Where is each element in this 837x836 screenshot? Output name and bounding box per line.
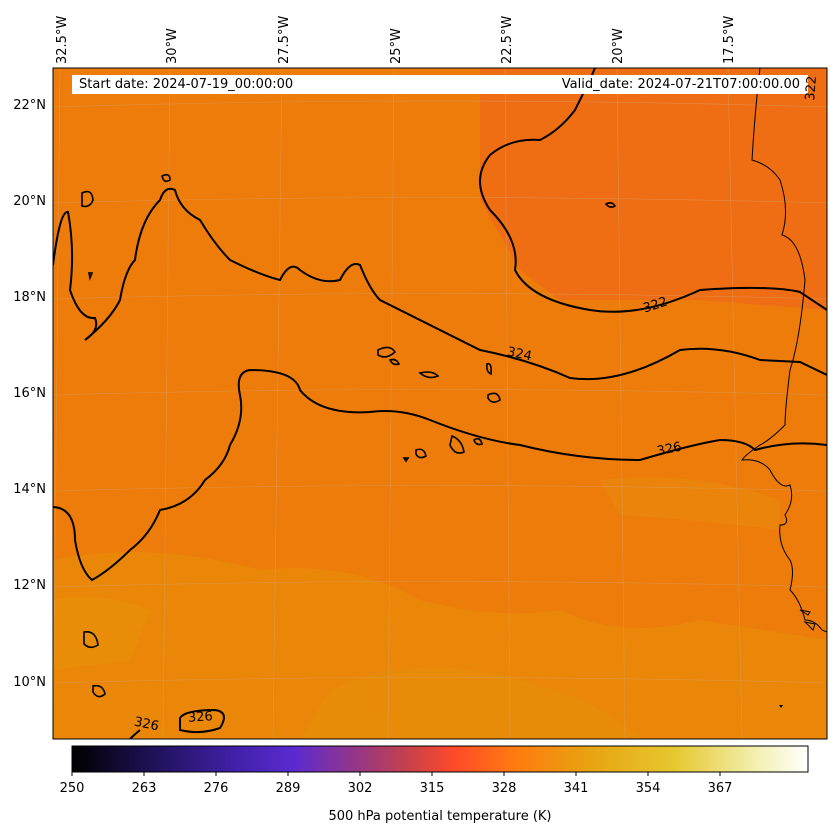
lat-label-10n: 10°N xyxy=(13,675,46,690)
lat-label-12n: 12°N xyxy=(13,578,46,593)
contour-label-322-ne: 322 xyxy=(803,75,821,102)
colorbar-tick-354: 354 xyxy=(635,781,661,796)
lon-label-17-5w: 17.5°W xyxy=(722,15,737,64)
colorbar-tick-250: 250 xyxy=(59,781,85,796)
valid-date-label: Valid_date: 2024-07-21T07:00:00.00 xyxy=(561,77,800,92)
lon-label-30w: 30°W xyxy=(165,28,180,64)
colorbar-tick-367: 367 xyxy=(707,781,733,796)
colorbar-ticks xyxy=(71,772,721,776)
colorbar-tick-302: 302 xyxy=(347,781,373,796)
contour-326-line xyxy=(53,368,827,582)
lat-label-22n: 22°N xyxy=(13,98,46,113)
colorbar-tick-289: 289 xyxy=(275,781,301,796)
colorbar xyxy=(71,745,809,773)
contour-322-line xyxy=(479,68,827,313)
colorbar-tick-315: 315 xyxy=(419,781,445,796)
contour-324-line xyxy=(53,187,827,381)
gridlines xyxy=(53,68,827,739)
contour-326-small xyxy=(179,708,225,734)
lat-label-20n: 20°N xyxy=(13,194,46,209)
temperature-field xyxy=(53,68,827,739)
lat-label-16n: 16°N xyxy=(13,386,46,401)
coastline-africa xyxy=(741,68,827,633)
colorbar-tick-263: 263 xyxy=(131,781,157,796)
colorbar-label: 500 hPa potential temperature (K) xyxy=(328,809,552,824)
lat-label-14n: 14°N xyxy=(13,482,46,497)
lon-label-20w: 20°W xyxy=(611,28,626,64)
lon-label-25w: 25°W xyxy=(389,28,404,64)
lon-label-27-5w: 27.5°W xyxy=(277,15,292,64)
lon-label-32-5w: 32.5°W xyxy=(55,15,70,64)
colorbar-tick-276: 276 xyxy=(203,781,229,796)
map-frame xyxy=(52,67,828,740)
colorbar-tick-328: 328 xyxy=(491,781,517,796)
header-band xyxy=(72,75,808,94)
contour-label-326-s: 326 xyxy=(187,709,214,726)
lon-label-22-5w: 22.5°W xyxy=(500,15,515,64)
contour-326-small-b xyxy=(129,729,141,739)
colorbar-tick-341: 341 xyxy=(563,781,589,796)
islands xyxy=(81,173,617,698)
lat-label-18n: 18°N xyxy=(13,290,46,305)
start-date-label: Start date: 2024-07-19_00:00:00 xyxy=(79,77,294,92)
